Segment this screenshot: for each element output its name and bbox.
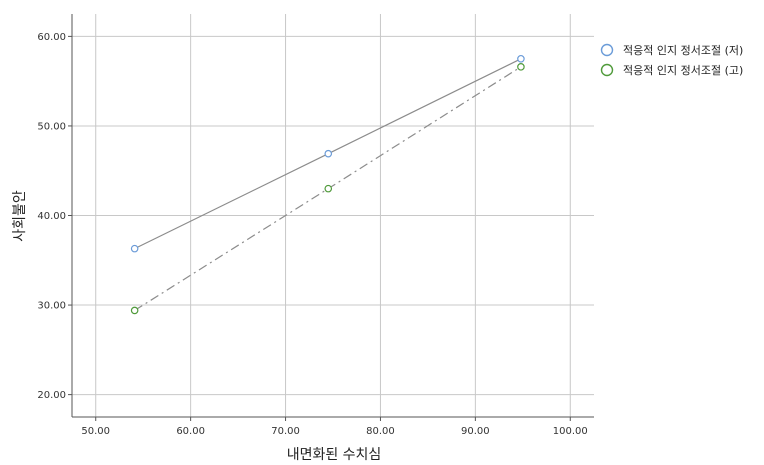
series-layer bbox=[130, 54, 525, 315]
x-tick-label: 80.00 bbox=[366, 426, 395, 437]
series-2 bbox=[130, 63, 525, 315]
x-tick-label: 70.00 bbox=[271, 426, 300, 437]
data-point bbox=[517, 54, 525, 63]
axes bbox=[68, 14, 594, 421]
x-tick-label: 60.00 bbox=[176, 426, 205, 437]
legend-marker bbox=[600, 43, 614, 57]
data-point bbox=[130, 306, 139, 315]
y-tick-label: 40.00 bbox=[37, 211, 66, 222]
x-tick-label: 90.00 bbox=[461, 426, 490, 437]
data-point bbox=[324, 149, 333, 158]
legend-item: 적응적 인지 정서조절 (고) bbox=[600, 63, 743, 77]
y-tick-label: 30.00 bbox=[37, 301, 66, 312]
legend-marker bbox=[600, 63, 614, 77]
series-1 bbox=[130, 54, 525, 253]
y-tick-label: 20.00 bbox=[37, 390, 66, 401]
tick-labels: 50.00 60.00 70.00 80.00 90.00 100.00 20.00 30.0… bbox=[37, 32, 587, 437]
legend-label: 적응적 인지 정서조절 (저) bbox=[623, 44, 743, 57]
x-tick-label: 50.00 bbox=[81, 426, 110, 437]
x-axis-title: 내면화된 수치심 bbox=[287, 447, 382, 463]
legend-label: 적응적 인지 정서조절 (고) bbox=[623, 64, 743, 77]
x-tick-label: 100.00 bbox=[553, 426, 588, 437]
gridlines bbox=[72, 14, 594, 417]
y-axis-title: 사회불안 bbox=[12, 190, 28, 242]
data-point bbox=[517, 63, 525, 71]
data-point bbox=[130, 244, 139, 253]
legend-item: 적응적 인지 정서조절 (저) bbox=[600, 43, 743, 57]
data-point bbox=[324, 184, 333, 193]
legend: 적응적 인지 정서조절 (저) 적응적 인지 정서조절 (고) bbox=[600, 43, 743, 77]
y-tick-label: 50.00 bbox=[37, 121, 66, 132]
y-tick-label: 60.00 bbox=[37, 32, 66, 43]
